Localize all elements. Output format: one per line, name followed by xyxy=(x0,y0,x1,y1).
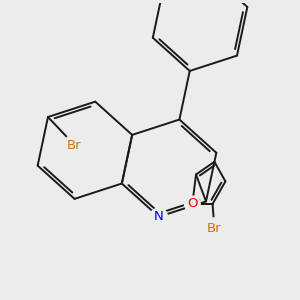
Circle shape xyxy=(64,134,85,156)
Circle shape xyxy=(150,208,167,226)
Circle shape xyxy=(204,218,225,239)
Text: O: O xyxy=(187,197,198,211)
Text: Br: Br xyxy=(67,139,82,152)
Text: Br: Br xyxy=(207,222,222,235)
Text: N: N xyxy=(154,210,164,223)
Circle shape xyxy=(184,196,200,212)
